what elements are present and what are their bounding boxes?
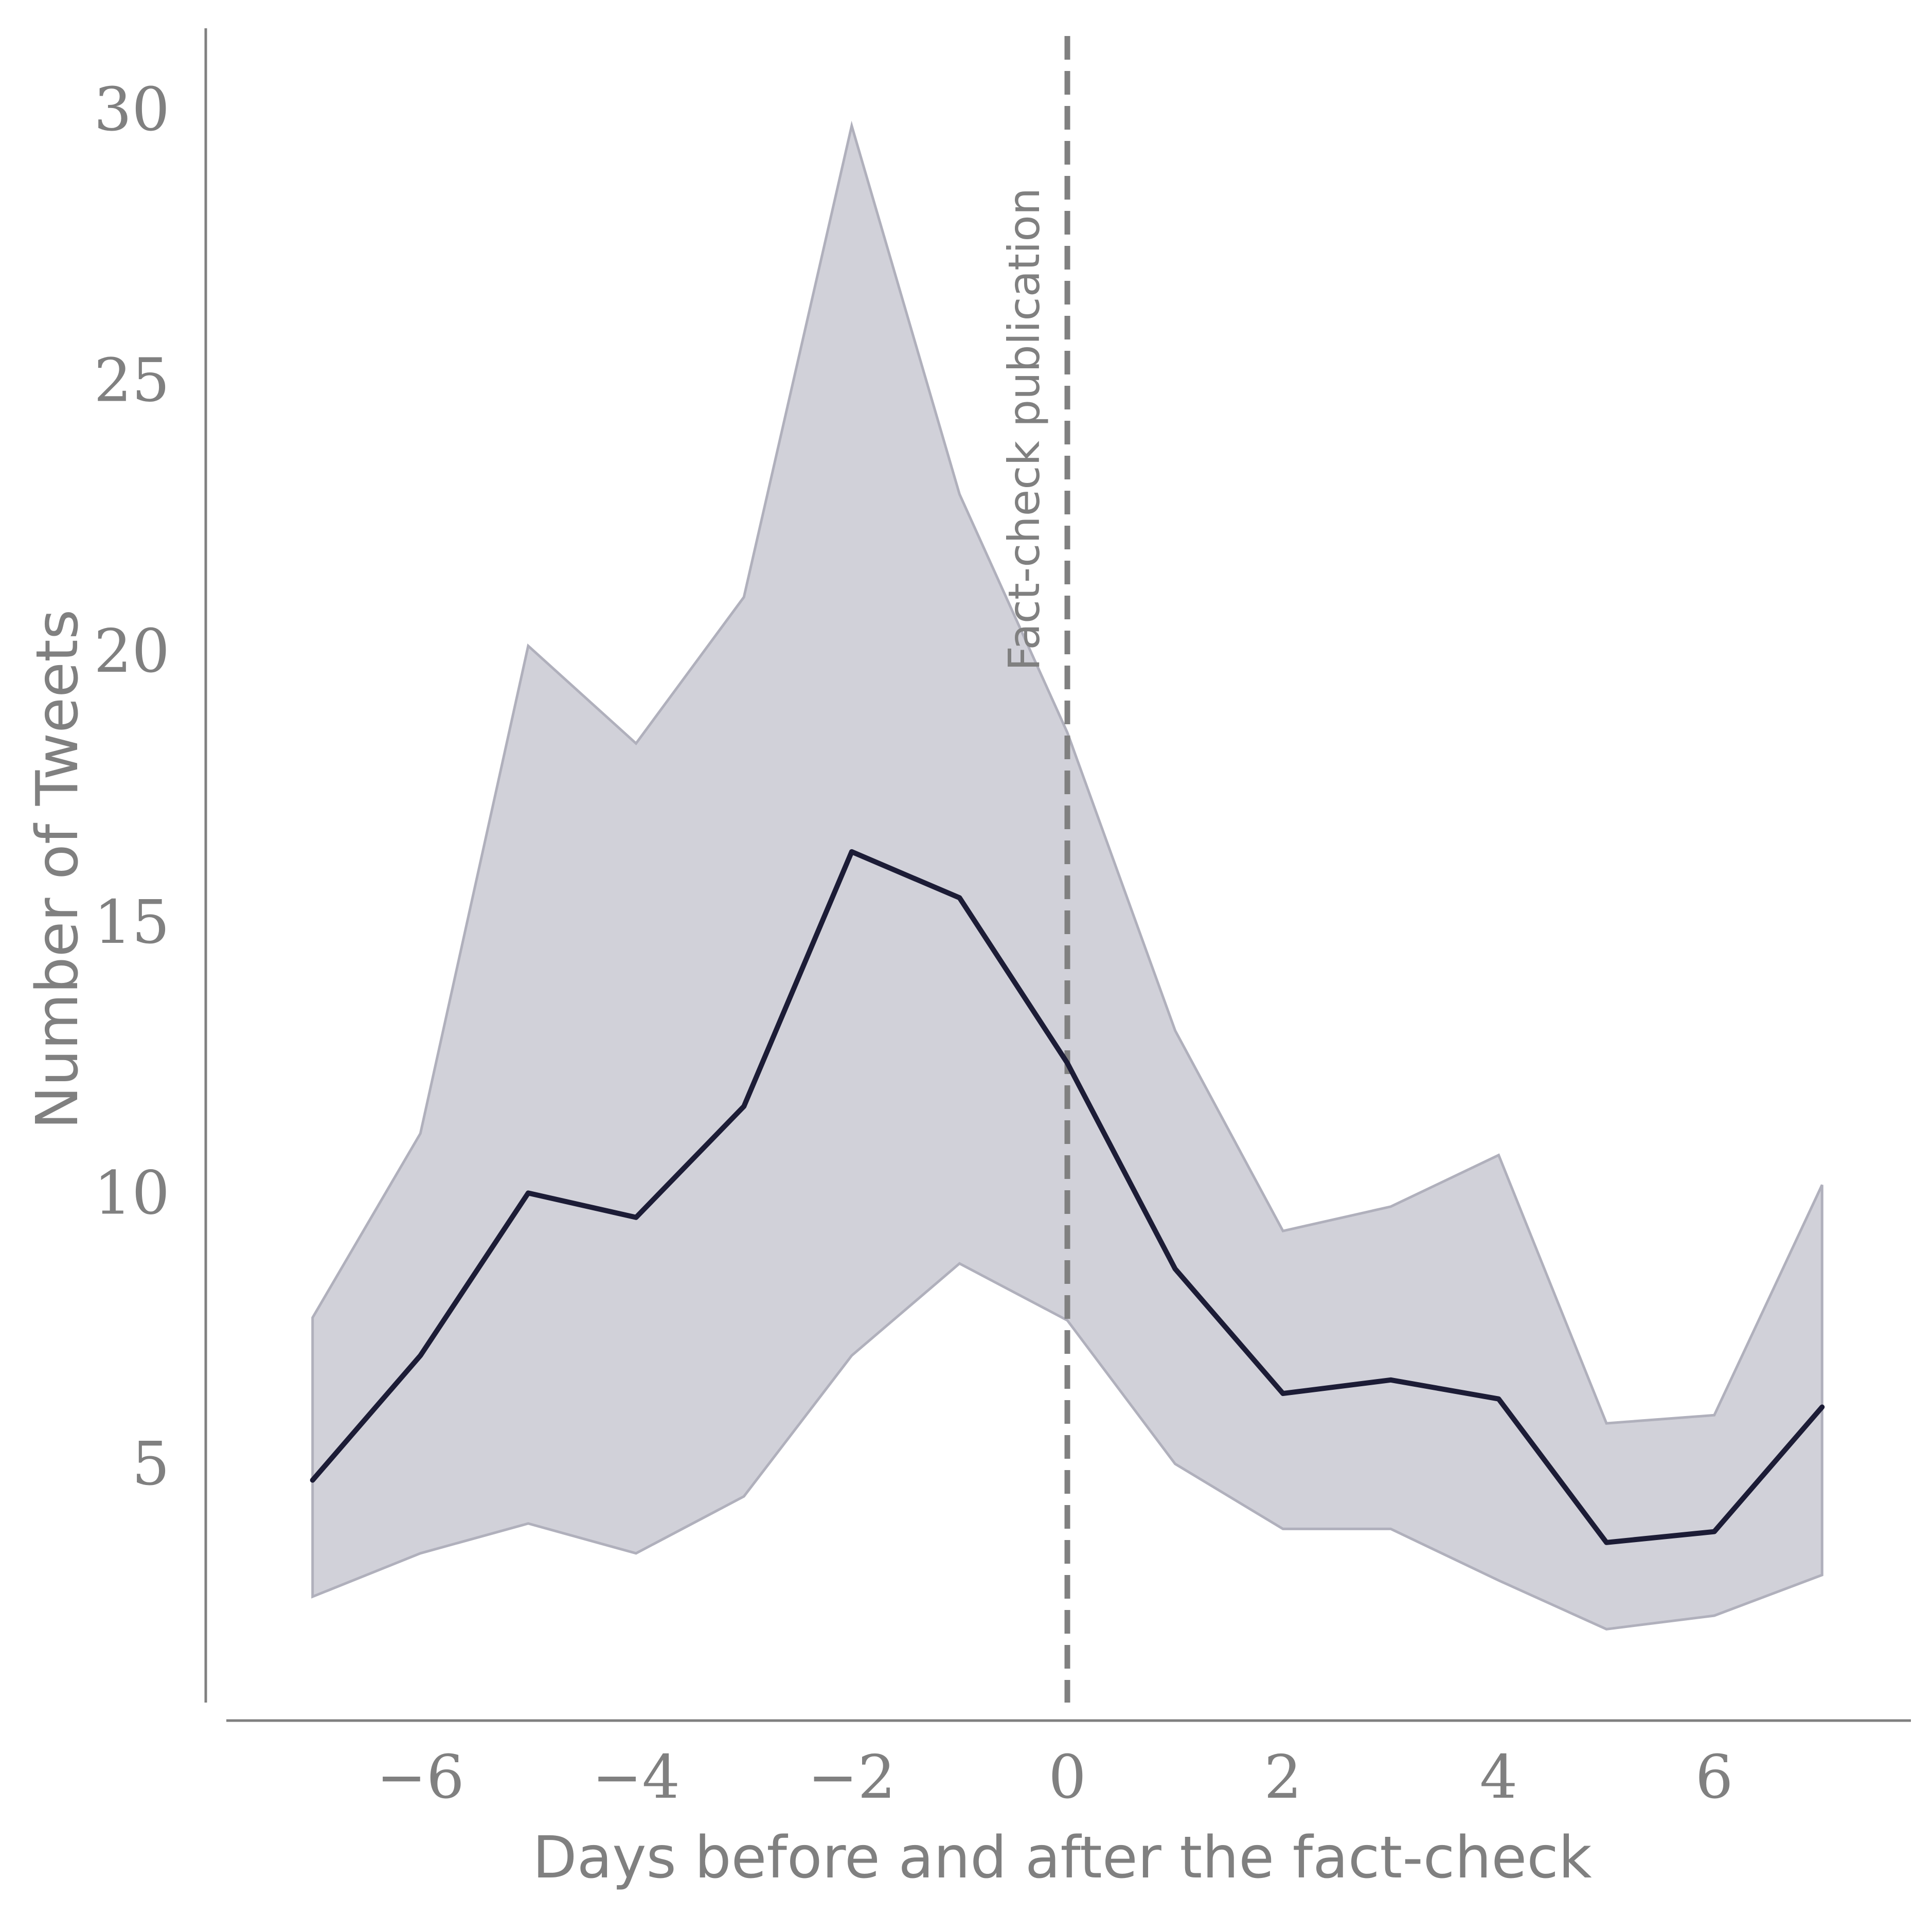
y-axis-title: Number of Tweets [24,610,91,1130]
x-tick-labels: −6 −4 −2 0 2 4 6 [377,1743,1733,1812]
vline-annotation: Fact-check publication [999,188,1049,671]
y-tick-label: 20 [94,617,170,686]
y-tick-label: 5 [132,1429,170,1499]
x-tick-label: −6 [377,1743,464,1812]
y-tick-labels: 5 10 15 20 25 30 [94,75,170,1499]
y-tick-label: 15 [94,888,170,957]
x-tick-label: −4 [592,1743,680,1812]
x-tick-label: −2 [808,1743,896,1812]
x-axis-title: Days before and after the fact-check [532,1824,1591,1891]
x-tick-label: 4 [1480,1743,1518,1812]
x-tick-label: 0 [1048,1743,1086,1812]
axes-layer [204,28,1911,1722]
x-tick-label: 6 [1695,1743,1733,1812]
y-tick-label: 25 [94,346,170,416]
x-tick-label: 2 [1264,1743,1302,1812]
mean-line-layer [310,849,1825,1545]
y-tick-label: 10 [94,1158,170,1228]
y-tick-label: 30 [94,75,170,145]
